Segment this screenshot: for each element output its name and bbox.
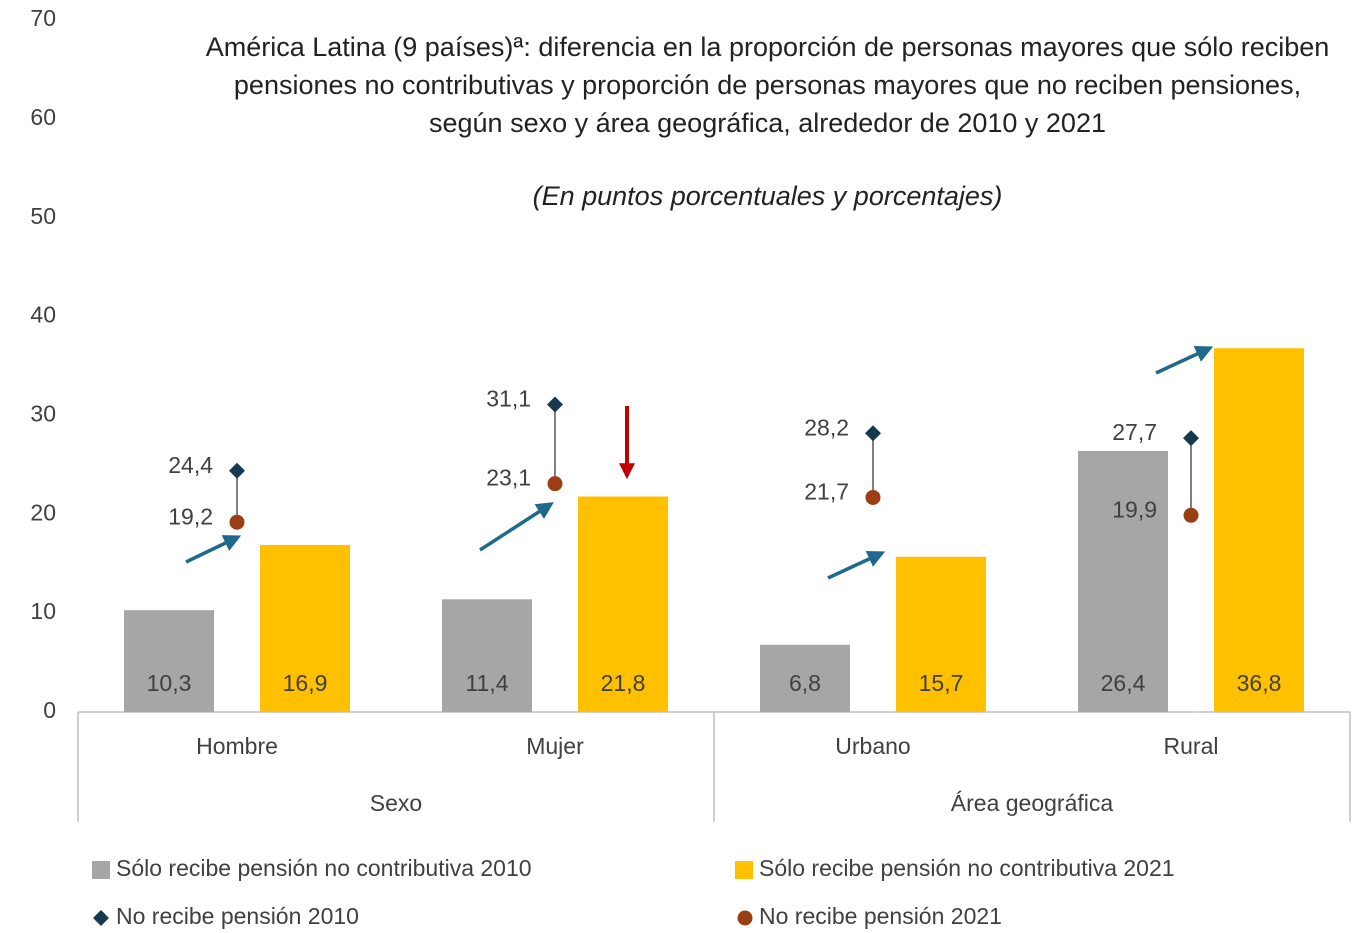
bar xyxy=(260,544,350,712)
point-marker xyxy=(1183,507,1199,523)
value-label: 19,9 xyxy=(1112,496,1157,522)
x-tick-label: Rural xyxy=(1164,733,1219,759)
y-tick-label: 0 xyxy=(43,697,56,723)
chart-title: América Latina (9 países)ª: diferencia e… xyxy=(205,32,1330,138)
legend-swatch xyxy=(93,910,109,926)
group-label: Sexo xyxy=(370,790,422,816)
trend-arrow xyxy=(827,550,886,580)
value-label: 19,2 xyxy=(168,503,213,529)
x-tick-label: Hombre xyxy=(196,733,278,759)
value-label: 23,1 xyxy=(486,465,531,491)
point-marker xyxy=(547,476,563,492)
bar xyxy=(760,644,850,712)
point-marker xyxy=(865,425,881,442)
y-tick-label: 30 xyxy=(30,401,56,427)
point-marker xyxy=(865,489,881,505)
value-label: 24,4 xyxy=(168,452,213,478)
point-marker xyxy=(1183,430,1199,447)
y-tick-label: 40 xyxy=(30,302,56,328)
value-label: 27,7 xyxy=(1112,419,1157,445)
x-tick-label: Mujer xyxy=(526,733,584,759)
value-label: 15,7 xyxy=(919,670,964,696)
bar xyxy=(442,599,532,712)
bar xyxy=(896,556,986,712)
legend-label: No recibe pensión 2010 xyxy=(116,903,359,929)
point-marker xyxy=(547,396,563,413)
legend-label: Sólo recibe pensión no contributiva 2010 xyxy=(116,855,532,881)
point-marker xyxy=(229,514,245,530)
bar xyxy=(578,496,668,712)
y-tick-label: 50 xyxy=(30,203,56,229)
bar xyxy=(124,610,214,712)
value-label: 6,8 xyxy=(789,670,821,696)
value-label: 28,2 xyxy=(804,414,849,440)
value-label: 11,4 xyxy=(465,670,508,696)
y-tick-label: 60 xyxy=(30,104,56,130)
y-tick-label: 20 xyxy=(30,499,56,525)
y-tick-label: 70 xyxy=(30,5,56,31)
point-marker xyxy=(229,462,245,479)
value-label: 31,1 xyxy=(486,386,531,412)
chart-subtitle: (En puntos porcentuales y porcentajes) xyxy=(532,181,1003,211)
x-tick-label: Urbano xyxy=(835,733,910,759)
value-label: 16,9 xyxy=(283,670,328,696)
value-label: 10,3 xyxy=(147,670,192,696)
trend-arrow xyxy=(1155,345,1214,375)
legend-swatch xyxy=(737,910,753,926)
legend-label: No recibe pensión 2021 xyxy=(759,903,1002,929)
y-tick-label: 10 xyxy=(30,598,56,624)
trend-arrow xyxy=(479,502,554,552)
value-label: 21,7 xyxy=(804,479,849,505)
trend-arrow xyxy=(185,535,242,564)
bar xyxy=(1078,451,1168,712)
value-label: 21,8 xyxy=(601,670,646,696)
legend-swatch xyxy=(92,861,110,879)
value-label: 26,4 xyxy=(1101,670,1146,696)
legend-swatch xyxy=(735,861,753,879)
group-label: Área geográfica xyxy=(951,790,1114,816)
value-label: 36,8 xyxy=(1237,670,1282,696)
legend-label: Sólo recibe pensión no contributiva 2021 xyxy=(759,855,1175,881)
bar xyxy=(1214,348,1304,712)
